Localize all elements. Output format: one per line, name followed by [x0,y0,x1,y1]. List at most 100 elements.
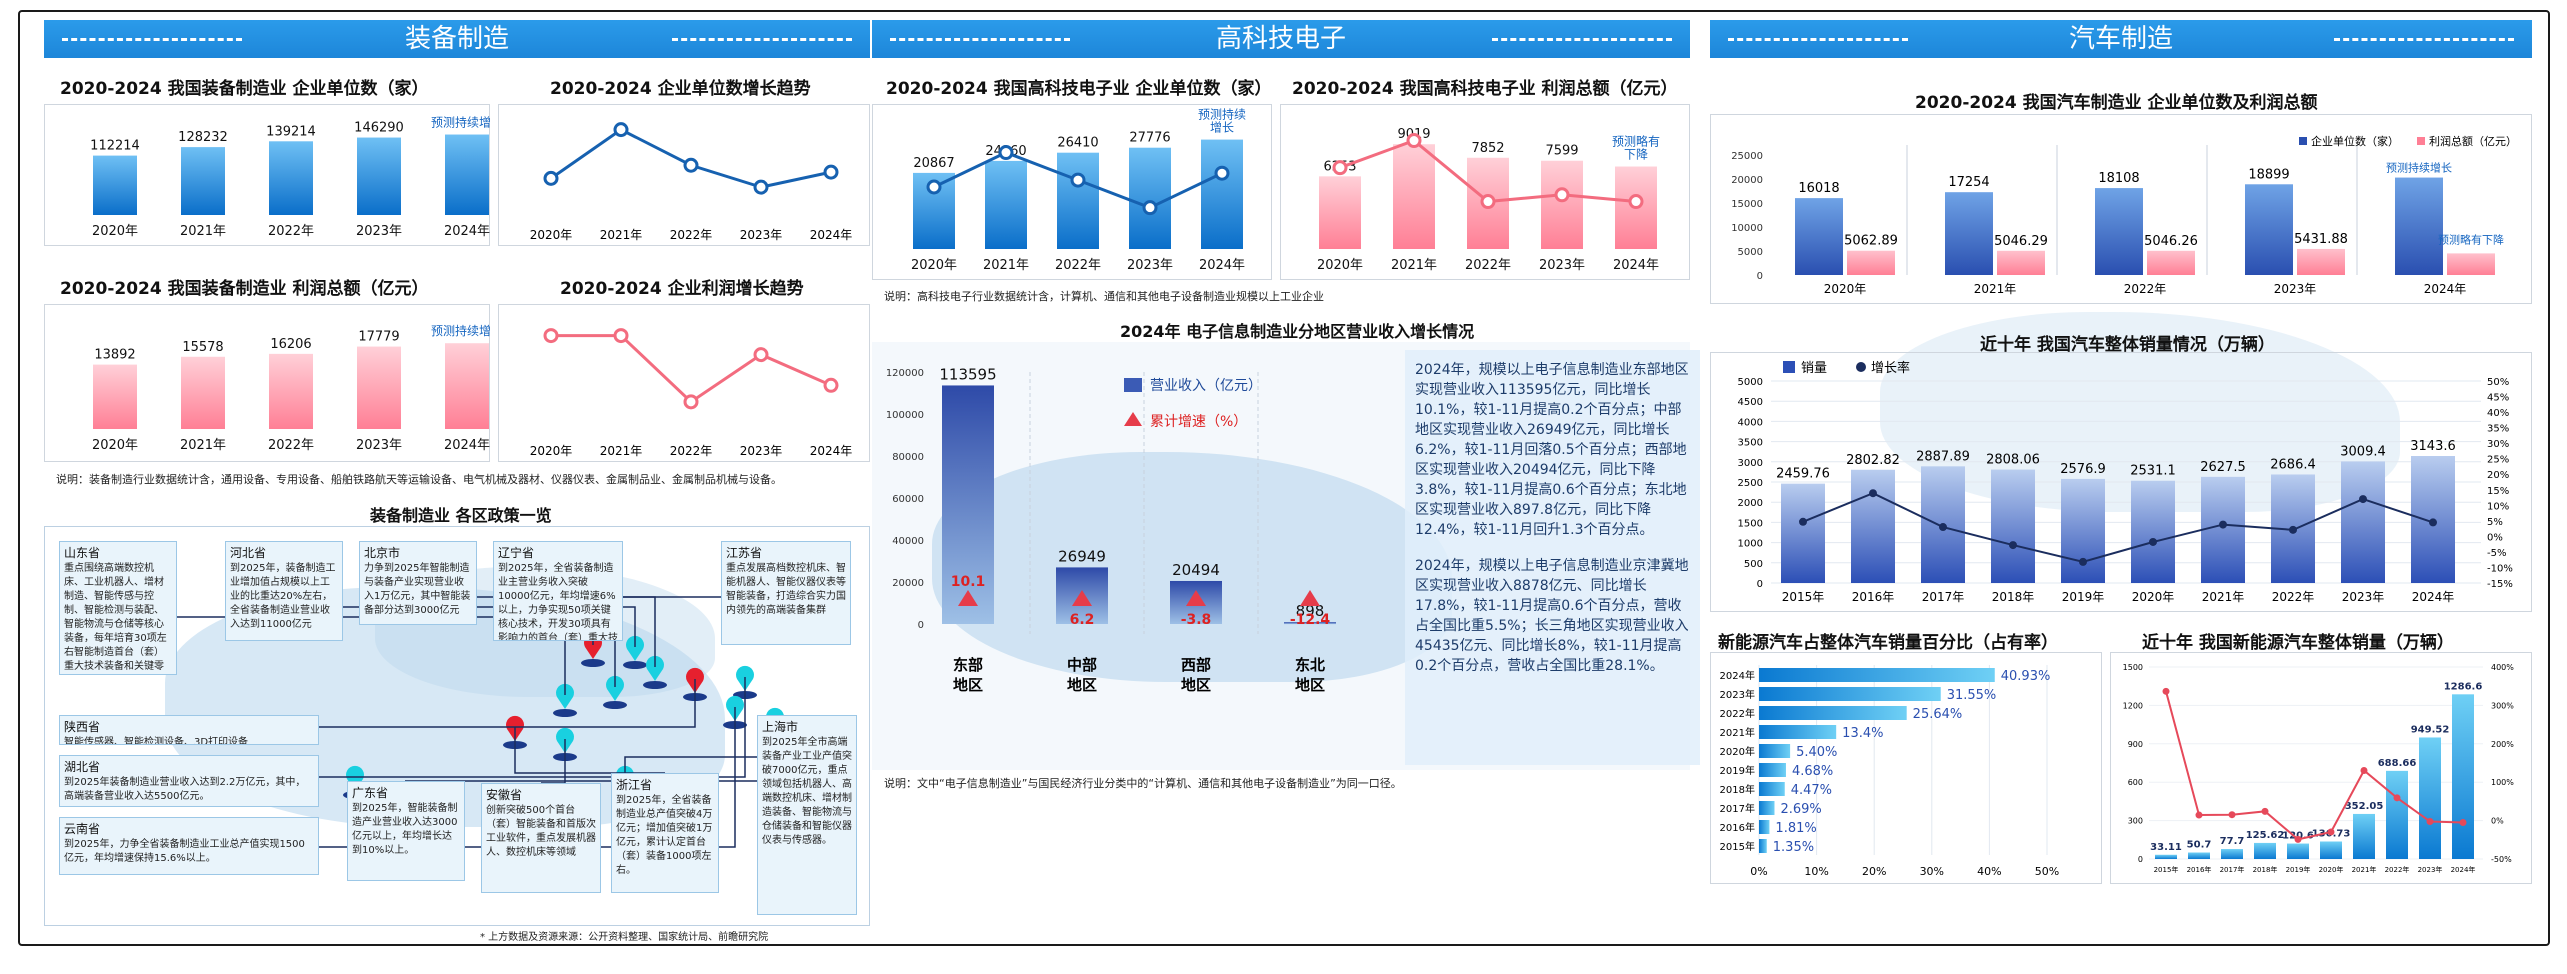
growth-point [2294,835,2302,843]
section-header-auto: 汽车制造 [1710,20,2532,58]
tick-label: 2023年 [740,228,783,242]
bar [1541,160,1583,249]
policy-box: 山东省 重点围绕高端数控机床、工业机器人、增材制造、智能传感与控制、智能检测与装配… [59,541,177,675]
chart-panel: 62532020年90192021年78522022年75992023年预测略有… [1280,104,1690,280]
growth-point [2261,807,2269,815]
bar [1129,147,1171,249]
y-tick-label: 1500 [2123,663,2143,672]
tick-label: 2021年 [180,438,226,453]
y2-tick-label: 35% [2487,424,2509,435]
trend-point [1554,187,1570,203]
map-pin-icon [606,675,625,701]
value-label: 2627.5 [2200,460,2246,475]
x-tick-label: 50% [2035,865,2059,878]
chart-panel: 0 500 1000 1500 2000 2500 3000 3500 4000 4500 5000… [1710,352,2532,612]
y-tick-label: 20000 [892,578,924,589]
bar [2297,248,2345,275]
legend-swatch [2417,137,2425,145]
tick-label: 2023年 [356,438,402,453]
note: 说明：高科技电子行业数据统计含，计算机、通信和其他电子设备制造业规模以上工业企业 [884,290,1324,303]
eq-units-trend-chart: 2020年 2021年 2022年 2023年 2024年 [530,122,853,242]
bar [2131,480,2175,583]
growth-label: -12.4 [1290,612,1331,628]
legend-label: 利润总额（亿元） [2429,134,2517,148]
section-title: 装备制造 [404,24,509,54]
value-label: 50.7 [2187,840,2212,851]
policy-text: 力争到2025年智能制造与装备产业实现营业收入1万亿元，其中智能装备部分达到30… [364,563,471,616]
prediction-label: 预测持续增长 [431,115,491,130]
value-label: 2808.06 [1986,453,2040,468]
value-label: 4.68% [1792,764,1833,779]
paragraph: 2024年，规模以上电子信息制造业京津冀地区实现营业收入8878亿元、同比增长1… [1415,558,1689,674]
tick-label: 2021年 [1720,726,1755,739]
growth-point [1939,523,1947,532]
chart-title: 近十年 我国新能源汽车整体销量（万辆） [2142,633,2454,653]
connector-line [319,677,746,778]
dashboard-frame: 装备制造 高科技电子 汽车制造 2020-2024 我国装备制造业 企业单位数（… [18,10,2550,946]
policy-box: 北京市 力争到2025年智能制造与装备产业实现营业收入1万亿元，其中智能装备部分达… [359,541,477,625]
y-tick-label: 25000 [1731,151,1763,162]
y2-tick-label: 200% [2491,740,2514,749]
y-tick-label: 0 [1757,271,1763,282]
chart-title: 装备制造业 各区政策一览 [370,506,552,525]
value-label: 16018 [1798,181,1839,196]
paragraph: 2024年，规模以上电子信息制造业东部地区实现营业收入113595亿元，同比增长… [1415,362,1689,538]
bar [1759,687,1941,701]
value-label: 2531.1 [2130,464,2176,479]
value-label: 128232 [178,130,228,145]
bar [2254,842,2276,859]
tick-label: 2024年 [810,228,853,242]
tick-label: 2024年 [2412,590,2455,604]
trend-point [613,328,629,344]
value-label: 2887.89 [1916,449,1970,464]
value-label: 77.7 [2220,836,2245,847]
policy-text: 到2025年，全省装备制造业总产值突破4万亿元；增加值突破1万亿元，累计认定首台… [616,795,713,876]
tick-label: 2022年 [670,228,713,242]
value-label: 17779 [358,330,399,345]
growth-point [1869,489,1877,498]
x-tick-label: 10% [1804,865,1828,878]
prediction-label: 预测持续增长 [2386,161,2452,175]
prediction-label: 增长 [1210,121,1234,135]
y-tick-label: 120000 [886,368,924,379]
chart-title: 2020-2024 我国装备制造业 企业单位数（家） [60,79,429,99]
x-tick-label: 40% [1977,865,2001,878]
y-tick-label: 2500 [1738,478,1763,489]
tick-label: 2021年 [2352,865,2377,874]
connector-line [514,727,665,774]
bar [1759,839,1767,853]
bar [1319,176,1361,249]
y2-tick-label: -10% [2487,563,2513,574]
bar [2155,854,2177,859]
city-marker [643,681,667,689]
bar [2386,770,2408,859]
value-label: 25.64% [1913,707,1963,722]
tick-label: 2022年 [670,444,713,458]
region-label: 中部 [1067,656,1097,674]
chart-panel: 0% 10% 20% 30% 40% 50% 2024年 40.93% 2023年 31.55% 2… [1710,652,2102,884]
tick-label: 2023年 [356,224,402,239]
section-header-hightech: 高科技电子 [872,20,1690,58]
growth-marker [1300,590,1320,606]
tick-label: 2023年 [740,444,783,458]
tick-label: 2017年 [1720,802,1755,815]
bar [269,353,313,429]
city-marker [581,659,605,667]
ht-profit-chart: 62532020年90192021年78522022年75992023年预测略有… [1317,127,1660,273]
policy-region: 江苏省 [726,546,763,560]
eq-units-chart: 112214 2020年 128232 2021年 139214 2022年 146290 2… [90,115,503,239]
growth-point [2426,817,2434,825]
value-label: 2459.76 [1776,467,1830,482]
tick-label: 2020年 [530,228,573,242]
tick-label: 2015年 [1720,840,1755,853]
value-label: 146290 [354,121,404,136]
map-pin-icon [346,765,364,791]
bar [2395,177,2443,275]
trend-point [683,394,699,410]
chart-panel: 0 5000 10000 15000 20000 25000 16018 5062.89 202… [1710,114,2532,304]
growth-point [2359,495,2367,504]
value-label: 5431.88 [2294,232,2348,247]
connector-line [624,756,757,777]
value-label: 20867 [913,156,954,171]
value-label: 7852 [1471,141,1504,156]
